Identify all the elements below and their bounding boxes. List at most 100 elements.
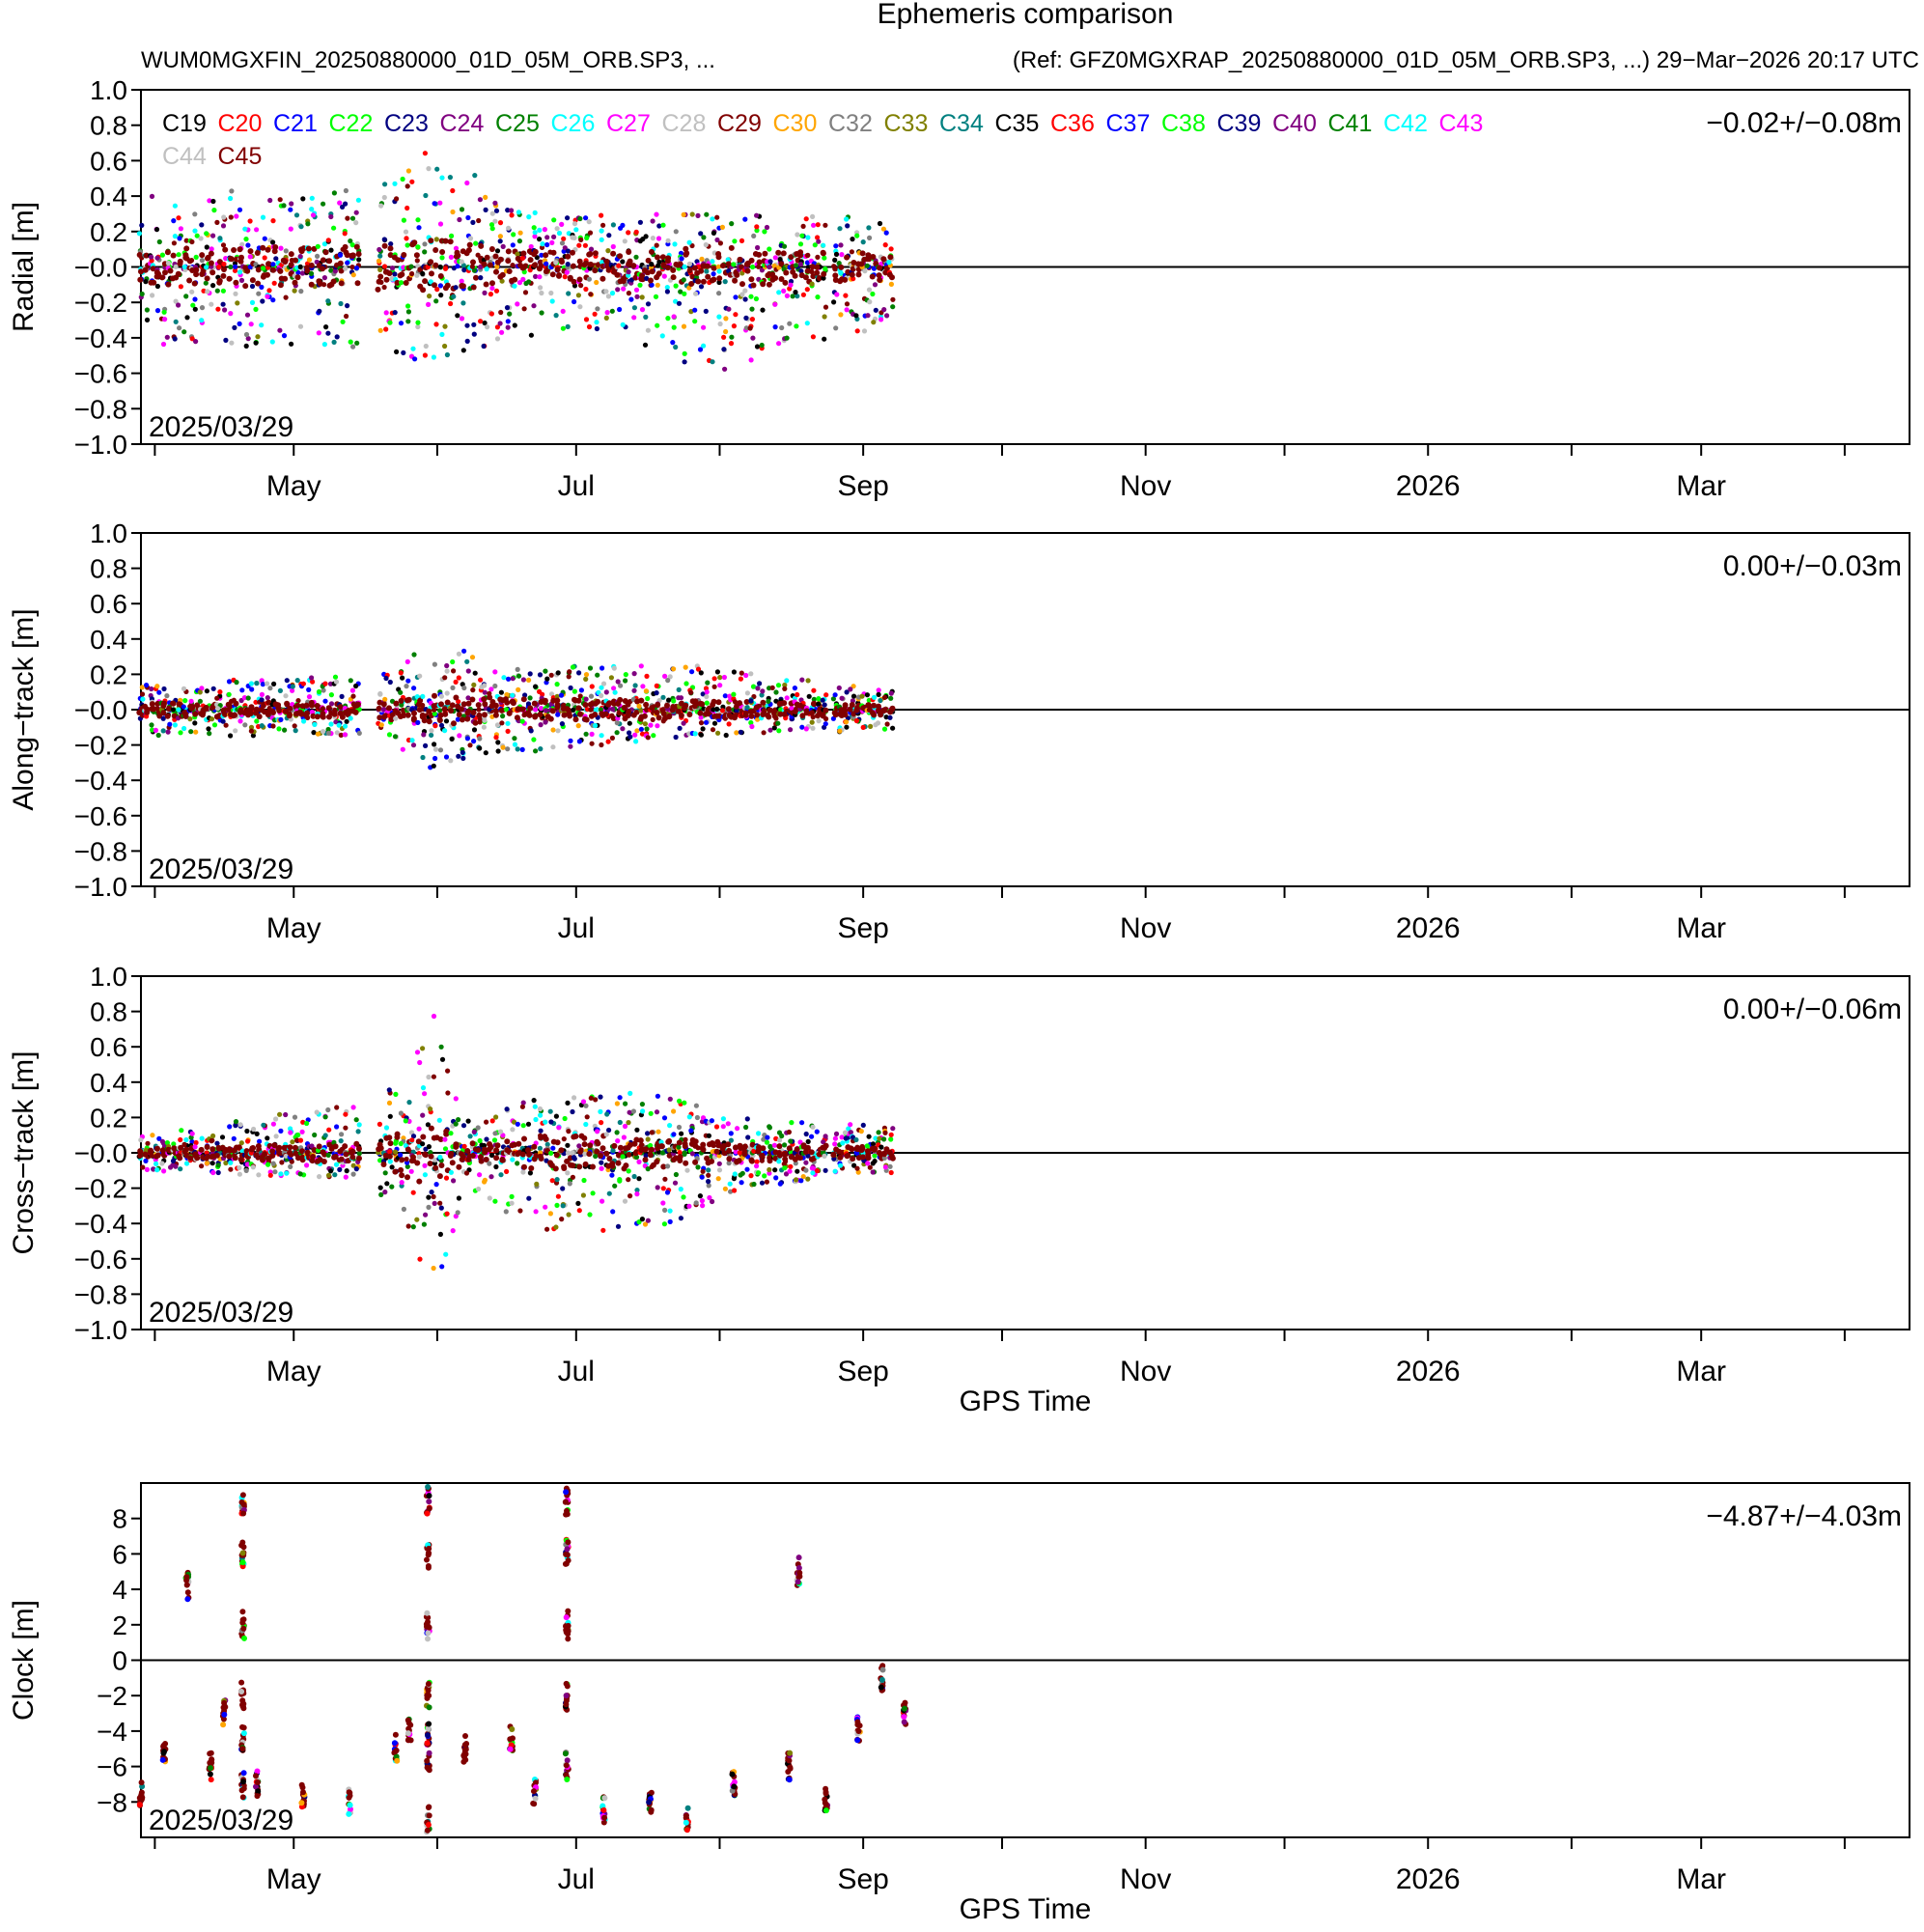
data-point: [267, 1172, 273, 1178]
data-point: [437, 1154, 443, 1161]
data-point: [877, 265, 882, 271]
data-point: [320, 711, 326, 717]
data-point: [167, 721, 173, 727]
data-point: [710, 727, 716, 733]
data-point: [823, 692, 829, 698]
data-point: [701, 343, 707, 349]
data-point: [883, 230, 889, 236]
data-point: [634, 294, 640, 299]
data-point: [428, 279, 433, 285]
data-point: [732, 1171, 738, 1177]
data-point: [217, 689, 223, 695]
data-point: [339, 693, 345, 700]
data-point: [437, 283, 443, 289]
data-point: [399, 1157, 405, 1163]
data-point: [356, 1151, 362, 1157]
data-point: [804, 321, 810, 326]
data-point: [414, 272, 420, 278]
data-point: [742, 288, 748, 294]
data-point: [637, 1137, 644, 1144]
data-point: [422, 151, 428, 156]
data-point: [451, 1178, 457, 1184]
data-point: [160, 710, 167, 716]
data-point: [228, 195, 234, 202]
data-point: [473, 240, 479, 246]
data-point: [627, 1193, 633, 1199]
data-point: [171, 218, 177, 224]
data-point: [531, 225, 537, 231]
data-point: [810, 725, 816, 731]
data-point: [343, 1174, 349, 1180]
data-point: [795, 294, 800, 299]
y-tick-label: 0.6: [90, 589, 127, 619]
data-point: [610, 222, 617, 228]
data-point: [493, 1155, 500, 1162]
data-point: [210, 233, 216, 238]
data-point: [209, 1146, 216, 1153]
data-point: [403, 280, 409, 286]
data-point: [686, 239, 692, 245]
data-point: [498, 1129, 504, 1134]
data-point: [520, 1123, 526, 1129]
data-point: [476, 707, 482, 713]
data-point: [399, 1180, 404, 1186]
data-point: [420, 702, 426, 709]
data-point: [700, 1146, 707, 1153]
data-point: [661, 1221, 668, 1227]
data-point: [304, 261, 311, 266]
data-point: [662, 673, 668, 680]
y-tick-label: −0.2: [74, 731, 127, 761]
data-point: [460, 755, 466, 762]
data-point: [397, 272, 404, 279]
data-point: [577, 1148, 584, 1155]
data-point: [188, 705, 195, 712]
data-point: [805, 235, 811, 240]
data-point: [683, 664, 688, 670]
data-point: [722, 693, 728, 699]
data-point: [204, 244, 209, 250]
data-point: [481, 724, 487, 730]
data-point: [620, 259, 626, 265]
data-point: [554, 697, 561, 704]
data-point: [243, 331, 250, 338]
data-point: [859, 693, 865, 699]
data-point: [209, 1154, 215, 1160]
data-point: [321, 342, 327, 348]
data-point: [516, 210, 522, 215]
data-point: [586, 276, 593, 282]
data-point: [305, 245, 312, 252]
data-point: [257, 1138, 263, 1144]
data-point: [691, 265, 698, 271]
data-point: [636, 1176, 642, 1182]
data-point: [756, 251, 763, 258]
data-point: [247, 254, 253, 260]
data-point: [487, 1161, 492, 1166]
data-point: [228, 256, 235, 263]
data-point: [648, 1152, 654, 1159]
data-point: [401, 1206, 406, 1212]
data-point: [165, 729, 171, 735]
data-point: [192, 296, 198, 302]
data-point: [572, 235, 577, 240]
data-point: [293, 257, 299, 264]
data-point: [295, 269, 301, 275]
data-point: [576, 670, 582, 676]
data-point: [210, 686, 216, 691]
data-point: [634, 1127, 640, 1133]
data-point: [754, 212, 760, 218]
data-point: [401, 252, 407, 258]
data-point: [171, 1145, 178, 1152]
y-tick-label: −0.6: [74, 359, 127, 389]
data-point: [184, 315, 190, 321]
data-point: [457, 733, 462, 739]
data-point: [453, 285, 459, 291]
data-point: [570, 263, 576, 269]
data-point: [136, 252, 143, 258]
data-point: [705, 680, 711, 686]
data-point: [681, 323, 687, 329]
data-point: [164, 334, 170, 340]
data-point: [760, 281, 767, 288]
data-point: [748, 698, 754, 704]
data-point: [338, 267, 345, 274]
data-point: [170, 707, 176, 713]
